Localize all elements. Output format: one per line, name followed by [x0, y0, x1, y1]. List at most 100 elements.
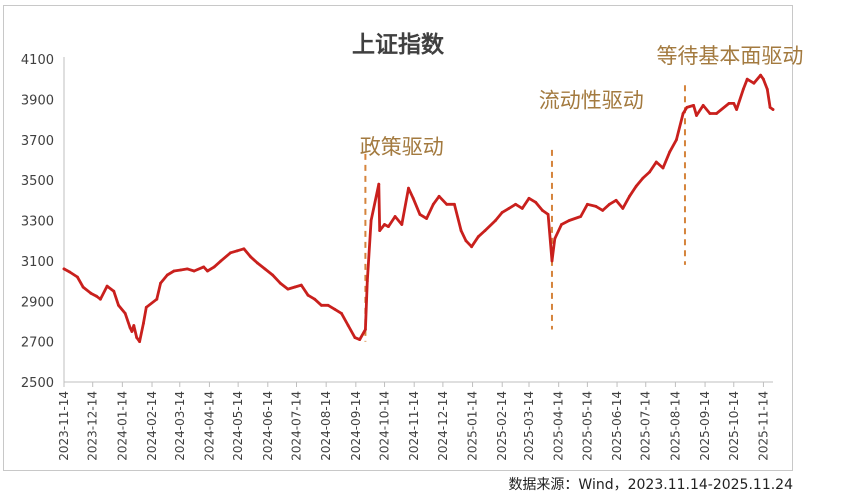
data-point	[383, 223, 386, 226]
data-point	[494, 219, 497, 222]
data-point	[377, 182, 381, 186]
data-point	[212, 265, 216, 269]
data-point	[144, 305, 148, 309]
x-tick-label: 2025-09-14	[698, 391, 712, 461]
data-point	[95, 294, 98, 298]
data-point	[437, 194, 441, 198]
data-point	[299, 283, 303, 287]
y-tick-label: 2500	[21, 376, 54, 391]
annotation-label: 流动性驱动	[539, 88, 644, 112]
x-tick-label: 2024-01-14	[115, 391, 129, 461]
data-point	[81, 285, 85, 289]
data-point	[560, 223, 563, 226]
x-tick-label: 2025-01-14	[466, 391, 480, 461]
data-point	[765, 87, 769, 91]
x-tick-label: 2024-02-14	[145, 391, 159, 461]
data-point	[668, 150, 672, 154]
x-tick-label: 2025-04-14	[552, 391, 566, 461]
data-point	[695, 114, 698, 117]
y-tick-label: 2900	[21, 295, 54, 310]
data-point	[771, 108, 775, 111]
data-point	[685, 106, 689, 109]
data-point	[425, 217, 428, 220]
source-note: 数据来源：Wind，2023.11.14-2025.11.24	[508, 477, 793, 493]
data-point	[242, 247, 246, 251]
data-point	[483, 229, 487, 233]
y-tick-label: 3900	[21, 93, 54, 108]
data-point	[692, 104, 695, 107]
data-point	[534, 200, 538, 204]
data-point	[762, 77, 765, 81]
data-point	[594, 205, 598, 208]
data-point	[681, 112, 685, 115]
data-point	[142, 322, 145, 325]
data-point	[179, 268, 183, 272]
data-point	[520, 207, 524, 210]
x-tick-label: 2024-06-14	[261, 391, 275, 461]
data-point	[553, 237, 557, 241]
data-point	[135, 336, 139, 339]
data-point	[155, 297, 159, 301]
data-point	[68, 270, 72, 274]
data-point	[340, 312, 343, 315]
data-point	[99, 297, 102, 301]
x-tick-label: 2024-03-14	[173, 391, 187, 461]
data-point	[735, 108, 738, 111]
data-point	[286, 287, 290, 291]
chart-frame	[3, 5, 793, 471]
data-point	[192, 269, 196, 273]
data-point	[130, 330, 134, 333]
data-point	[128, 326, 132, 329]
data-point	[123, 312, 127, 315]
data-point	[172, 269, 176, 273]
data-point	[601, 209, 605, 212]
data-point	[418, 213, 422, 216]
data-point	[411, 196, 415, 200]
data-point	[278, 281, 282, 285]
y-tick-label: 3500	[21, 174, 54, 189]
data-point	[661, 166, 665, 170]
data-point	[550, 259, 554, 263]
data-point	[732, 102, 736, 105]
annotation-label: 等待基本面驱动	[656, 44, 803, 68]
data-point	[431, 202, 435, 206]
data-point	[306, 293, 310, 297]
data-point	[76, 275, 79, 279]
x-tick-label: 2025-03-14	[522, 391, 536, 461]
data-point	[313, 297, 317, 301]
data-point	[202, 265, 206, 269]
x-tick-label: 2024-10-14	[378, 391, 392, 461]
data-point	[364, 328, 367, 331]
data-point	[741, 87, 745, 91]
data-point	[648, 170, 651, 174]
data-point	[608, 202, 611, 206]
x-tick-label: 2024-04-14	[202, 391, 216, 461]
data-point	[727, 102, 731, 105]
data-point	[464, 239, 468, 243]
data-point	[621, 207, 625, 210]
y-tick-label: 3100	[21, 255, 54, 270]
data-point	[206, 269, 209, 273]
data-point	[159, 281, 163, 285]
data-point	[219, 259, 223, 263]
data-point	[62, 267, 66, 271]
data-point	[186, 267, 189, 271]
data-point	[654, 160, 658, 164]
y-tick-label: 4100	[21, 53, 54, 68]
x-tick-label: 2025-06-14	[610, 391, 624, 461]
data-point	[641, 176, 645, 180]
data-point	[117, 303, 120, 307]
data-point	[358, 338, 362, 341]
data-point	[752, 81, 756, 85]
data-point	[541, 209, 544, 212]
data-point	[89, 291, 93, 295]
data-point	[527, 196, 531, 200]
y-tick-label: 3300	[21, 215, 54, 230]
data-point	[346, 324, 350, 327]
x-tick-label: 2023-11-14	[57, 391, 71, 461]
x-tick-label: 2025-02-14	[495, 391, 509, 461]
data-point	[500, 211, 504, 214]
data-point	[229, 251, 232, 255]
y-tick-label: 2700	[21, 336, 54, 351]
